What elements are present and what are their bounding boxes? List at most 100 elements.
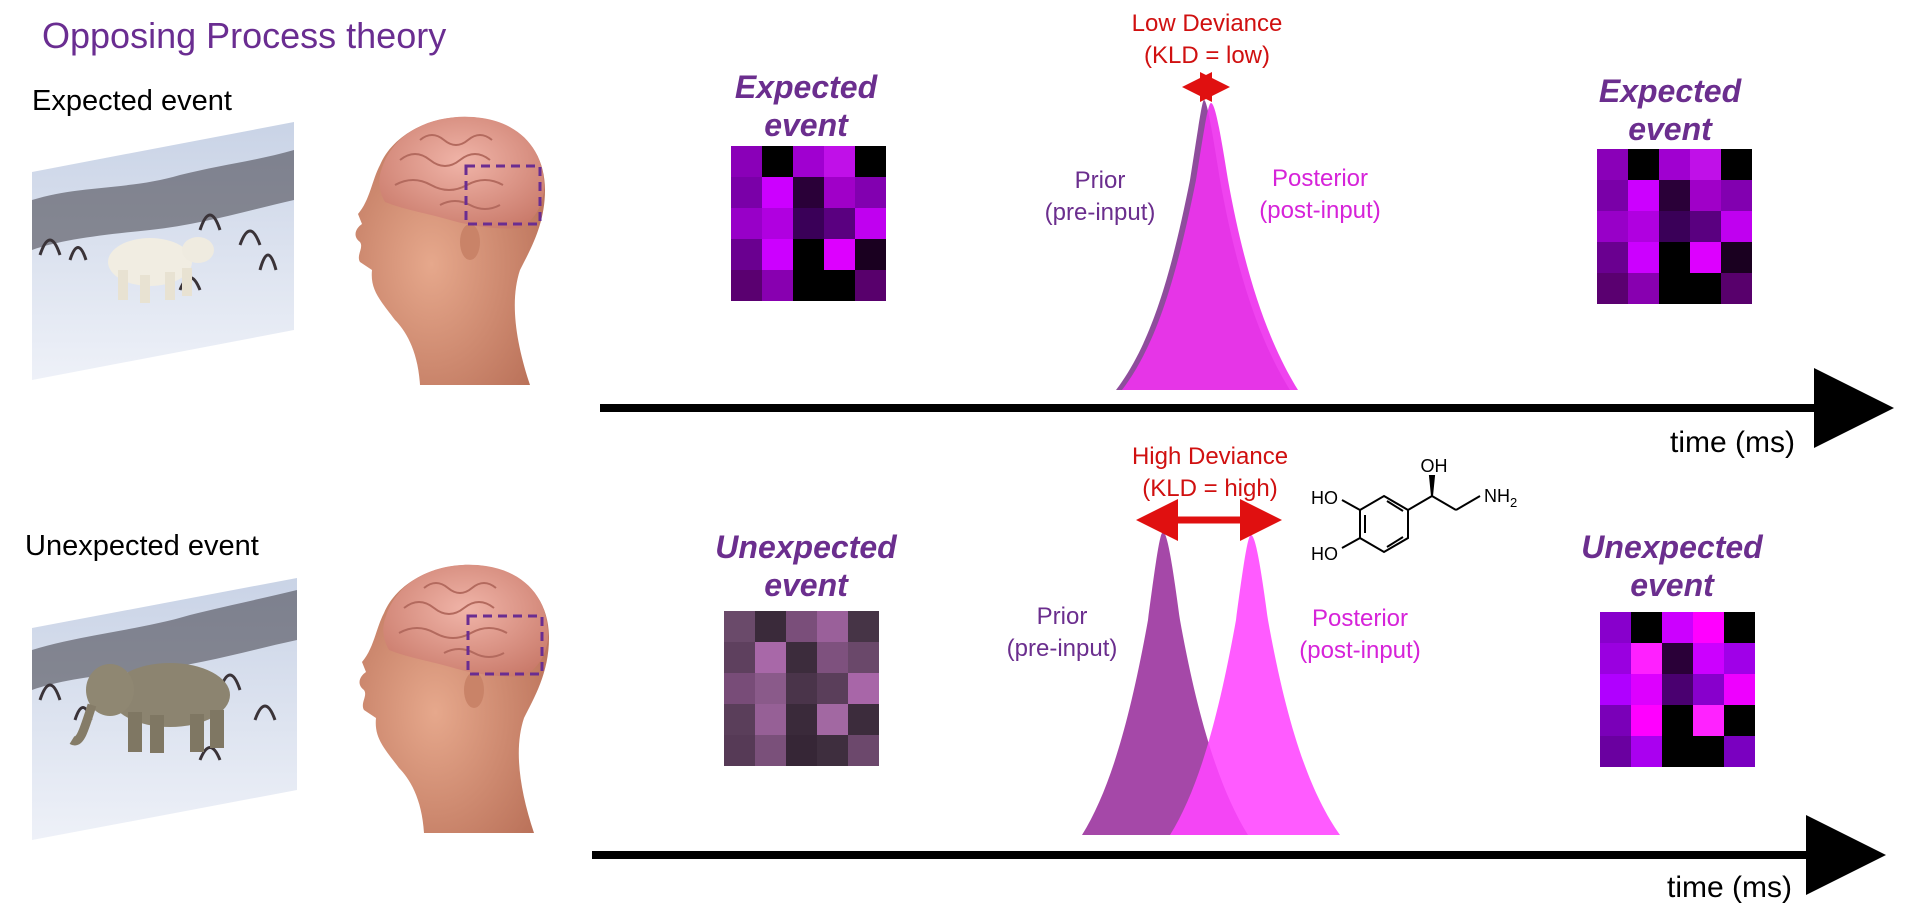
heatmap-cell xyxy=(762,270,793,301)
heatmap-cell xyxy=(1597,242,1628,273)
grid-right-label-line1: Expected xyxy=(1599,73,1743,109)
prior-label-line2: (pre-input) xyxy=(1007,635,1118,662)
heatmap-cell xyxy=(731,146,762,177)
heatmap-cell xyxy=(1600,612,1631,643)
polar-bear-scene-image xyxy=(32,122,294,380)
heatmap-cell xyxy=(1659,273,1690,304)
heatmap-cell xyxy=(1693,674,1724,705)
heatmap-cell xyxy=(1662,705,1693,736)
heatmap-cell xyxy=(1724,705,1755,736)
deviance-label-line2: (KLD = high) xyxy=(1142,475,1277,502)
heatmap-cell xyxy=(1659,211,1690,242)
heatmap-cell xyxy=(762,239,793,270)
heatmap-cell xyxy=(1597,211,1628,242)
heatmap-cell xyxy=(724,704,755,735)
heatmap-cell xyxy=(786,673,817,704)
heatmap-cell xyxy=(731,208,762,239)
heatmap-cell xyxy=(1659,242,1690,273)
heatmap-cell xyxy=(1724,736,1755,767)
event-label: Unexpected event xyxy=(25,530,259,562)
posterior-label-line2: (post-input) xyxy=(1259,197,1380,224)
heatmap-cell xyxy=(1600,736,1631,767)
prior-label-line2: (pre-input) xyxy=(1045,199,1156,226)
heatmap-cell xyxy=(755,611,786,642)
prior-label-line1: Prior xyxy=(1075,167,1126,194)
heatmap-cell xyxy=(1631,612,1662,643)
heatmap-cell xyxy=(1628,211,1659,242)
heatmap-cell xyxy=(1724,643,1755,674)
heatmap-cell xyxy=(824,146,855,177)
prior-label-line1: Prior xyxy=(1037,603,1088,630)
heatmap-cell xyxy=(1600,705,1631,736)
heatmap-cell xyxy=(1631,643,1662,674)
heatmap-cell xyxy=(855,146,886,177)
heatmap-cell xyxy=(1631,736,1662,767)
heatmap-cell xyxy=(1659,180,1690,211)
heatmap-cell xyxy=(824,239,855,270)
heatmap-cell xyxy=(1721,242,1752,273)
heatmap-cell xyxy=(817,704,848,735)
heatmap-cell xyxy=(755,735,786,766)
heatmap-cell xyxy=(1628,273,1659,304)
heatmap-cell xyxy=(793,177,824,208)
grid-right-label-line2: event xyxy=(1630,567,1715,603)
time-axis-label: time (ms) xyxy=(1667,871,1792,904)
heatmap-cell xyxy=(1690,273,1721,304)
heatmap-cell xyxy=(1600,674,1631,705)
heatmap-cell xyxy=(755,704,786,735)
heatmap-cell xyxy=(1662,674,1693,705)
heatmap-cell xyxy=(824,270,855,301)
heatmap-cell xyxy=(824,208,855,239)
heatmap-cell xyxy=(855,177,886,208)
grid-right-label-line2: event xyxy=(1628,111,1713,147)
heatmap-cell xyxy=(824,177,855,208)
heatmap-cell xyxy=(793,208,824,239)
heatmap-cell xyxy=(786,735,817,766)
heatmap-cell xyxy=(848,673,879,704)
heatmap-cell xyxy=(724,735,755,766)
row-unexpected: Unexpected event Unexpected event xyxy=(25,443,1886,904)
heatmap-cell xyxy=(724,642,755,673)
heatmap-cell xyxy=(755,673,786,704)
heatmap-cell xyxy=(817,642,848,673)
heatmap-cell xyxy=(1662,643,1693,674)
heatmap-cell xyxy=(1631,674,1662,705)
heatmap-cell xyxy=(1628,242,1659,273)
deviance-label-line1: Low Deviance xyxy=(1132,10,1283,37)
heatmap-cell xyxy=(1693,736,1724,767)
heatmap-cell xyxy=(1721,149,1752,180)
heatmap-cell xyxy=(1721,180,1752,211)
diagram-title: Opposing Process theory xyxy=(42,15,446,56)
heatmap-cell xyxy=(1628,149,1659,180)
heatmap-cell xyxy=(786,704,817,735)
heatmap-cell xyxy=(817,673,848,704)
heatmap-cell xyxy=(1724,612,1755,643)
time-axis-label: time (ms) xyxy=(1670,426,1795,459)
heatmap-cell xyxy=(1600,643,1631,674)
heatmap-cell xyxy=(793,146,824,177)
heatmap-cell xyxy=(817,735,848,766)
heatmap-cell xyxy=(731,270,762,301)
heatmap-grid-left xyxy=(724,611,879,766)
heatmap-cell xyxy=(724,611,755,642)
heatmap-cell xyxy=(1659,149,1690,180)
heatmap-cell xyxy=(731,239,762,270)
heatmap-cell xyxy=(762,177,793,208)
heatmap-cell xyxy=(1597,149,1628,180)
human-head-brain-image xyxy=(359,564,549,833)
heatmap-cell xyxy=(1690,211,1721,242)
chem-nh2: NH2 xyxy=(1484,486,1517,510)
heatmap-cell xyxy=(855,239,886,270)
heatmap-cell xyxy=(848,735,879,766)
heatmap-cell xyxy=(793,270,824,301)
grid-left-label-line2: event xyxy=(764,567,849,603)
heatmap-cell xyxy=(1662,612,1693,643)
posterior-label-line1: Posterior xyxy=(1272,165,1368,192)
heatmap-cell xyxy=(1631,705,1662,736)
human-head-brain-image xyxy=(355,116,545,386)
chem-ho-lower: HO xyxy=(1311,544,1338,564)
heatmap-grid-right xyxy=(1600,612,1755,767)
grid-left-label-line2: event xyxy=(764,107,849,143)
elephant-scene-image xyxy=(32,578,297,840)
heatmap-cell xyxy=(848,611,879,642)
